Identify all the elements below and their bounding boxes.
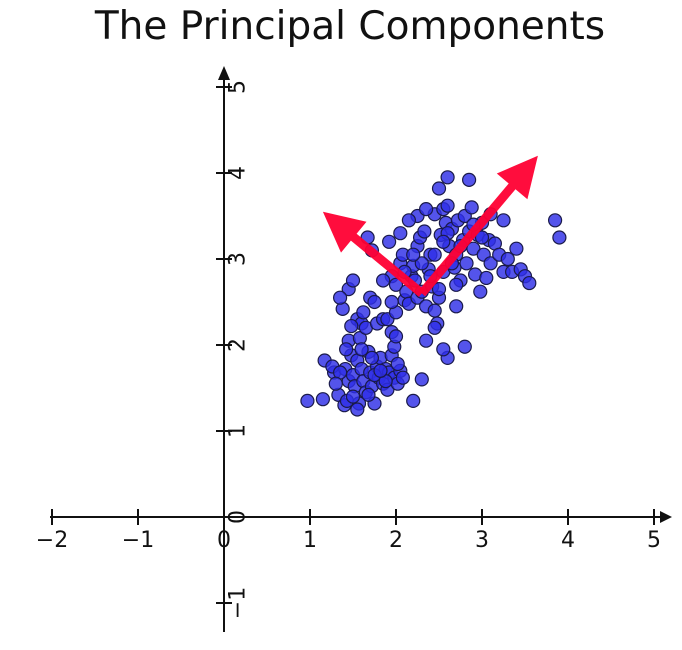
y-tick-label: −1	[226, 587, 251, 619]
data-point	[473, 284, 488, 299]
x-tick-label: −1	[122, 528, 154, 553]
data-point	[356, 305, 371, 320]
data-point	[417, 224, 432, 239]
data-point	[457, 339, 472, 354]
data-point	[509, 241, 524, 256]
x-tick-label: 4	[561, 528, 575, 553]
y-tick-label: 0	[226, 510, 251, 524]
data-point	[522, 275, 537, 291]
data-point	[436, 342, 451, 357]
data-point	[462, 172, 477, 187]
data-point	[427, 320, 442, 335]
data-point	[388, 277, 404, 292]
y-tick-label: 2	[226, 338, 251, 352]
data-point	[427, 303, 442, 318]
data-point	[547, 213, 563, 228]
data-point	[459, 256, 474, 271]
data-point	[552, 230, 567, 245]
data-point	[464, 200, 479, 215]
data-point	[406, 247, 421, 262]
x-tick-label: 5	[647, 528, 661, 553]
data-point	[364, 350, 380, 365]
principal-component-arrow-2	[322, 211, 425, 297]
x-axis-arrowhead	[660, 511, 672, 523]
data-point	[419, 333, 434, 348]
data-point	[436, 234, 451, 249]
data-point	[384, 294, 399, 310]
x-tick-label: 3	[475, 528, 489, 553]
data-point	[315, 392, 330, 407]
data-point	[427, 247, 442, 262]
data-point	[414, 372, 429, 387]
ticks-layer: −2 −1 0 1 2 3 4 5 −1 0 1 2 3 4 5	[36, 80, 661, 619]
points-layer	[300, 170, 567, 417]
data-point	[431, 282, 447, 297]
y-axis-arrowhead	[218, 66, 230, 80]
arrows-layer	[322, 155, 538, 297]
data-point	[479, 270, 494, 286]
data-point	[388, 329, 404, 344]
data-point	[354, 342, 369, 357]
data-point	[344, 318, 359, 334]
data-point	[414, 256, 429, 271]
y-tick-label: 4	[226, 166, 251, 180]
data-point	[483, 256, 498, 271]
data-point	[449, 277, 464, 292]
y-tick-label: 1	[226, 424, 251, 438]
data-point	[393, 226, 408, 241]
data-point	[376, 273, 391, 288]
data-point	[496, 213, 511, 228]
axes-layer	[50, 66, 672, 632]
x-tick-label: 1	[303, 528, 317, 553]
data-point	[373, 363, 388, 378]
data-point	[419, 202, 434, 217]
y-tick-label: 3	[226, 252, 251, 266]
data-point	[406, 393, 421, 408]
data-point	[440, 198, 455, 213]
chart-title: The Principal Components	[94, 4, 606, 49]
data-point	[401, 213, 416, 228]
data-point	[350, 402, 365, 417]
x-tick-label: 2	[389, 528, 403, 553]
data-point	[367, 294, 382, 310]
data-point	[395, 370, 410, 385]
principal-component-arrow-1	[418, 155, 538, 297]
data-point	[500, 251, 515, 267]
data-point	[431, 181, 447, 196]
x-tick-label: −2	[36, 528, 68, 553]
data-point	[345, 273, 361, 288]
data-point	[390, 356, 405, 372]
data-point	[361, 387, 376, 402]
data-point	[474, 230, 490, 245]
data-point	[449, 299, 464, 314]
y-tick-label: 5	[226, 80, 251, 94]
data-point	[440, 170, 455, 185]
data-point	[300, 393, 315, 408]
data-point	[328, 376, 343, 391]
data-point	[339, 342, 354, 357]
data-point	[345, 389, 361, 404]
data-point	[333, 290, 348, 305]
data-point	[382, 234, 397, 249]
x-tick-label: 0	[217, 528, 231, 553]
